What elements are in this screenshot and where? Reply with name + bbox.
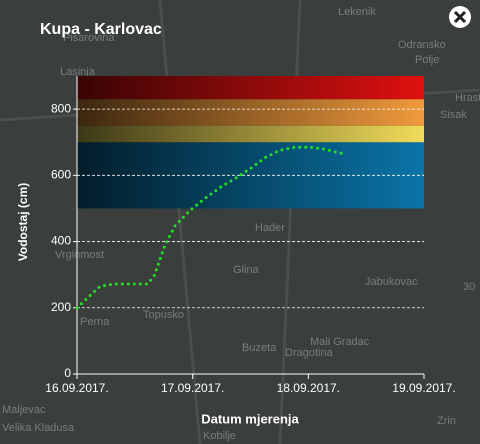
x-tick-label: 19.09.2017. — [392, 381, 455, 395]
x-tick-label: 18.09.2017. — [277, 381, 340, 395]
map-label: Pisarovina — [63, 32, 115, 44]
map-label: 30 — [463, 281, 475, 293]
y-tick-label: 400 — [51, 234, 71, 248]
map-label: Velika Kladusa — [2, 422, 75, 434]
y-axis-label: Vodostaj (cm) — [16, 183, 30, 261]
data-line — [75, 145, 344, 310]
band-shade — [77, 76, 424, 209]
map-label: Topusko — [143, 309, 184, 321]
x-axis-label: Datum mjerenja — [201, 411, 299, 426]
map-label: Glina — [233, 264, 260, 276]
map-label: Hrast — [455, 92, 480, 104]
x-tick-label: 17.09.2017. — [161, 381, 224, 395]
plot: 0 200 400 600 800 16.09.2017. 17.09.2017. 18.09… — [45, 76, 456, 395]
map-labels: Lekenik Odransko Polje Pisarovina Lasinja Sis… — [2, 6, 480, 442]
map-label: Mali Gradac — [310, 336, 370, 348]
map-label: Zrin — [437, 415, 456, 427]
y-tick-label: 600 — [51, 168, 71, 182]
map-label: Perna — [80, 316, 110, 328]
map-label: Vrginmost — [55, 249, 104, 261]
map-label: Lekenik — [338, 6, 376, 18]
popup-title: Kupa - Karlovac — [40, 21, 162, 38]
map-label: Polje — [415, 54, 439, 66]
map-label: Sisak — [440, 109, 467, 121]
x-tick-label: 16.09.2017. — [45, 381, 108, 395]
close-button[interactable] — [449, 6, 471, 28]
map-label: Maljevac — [2, 404, 46, 416]
y-tick-label: 0 — [64, 366, 71, 380]
y-tick-label: 800 — [51, 101, 71, 115]
map-label: Kobilje — [203, 430, 236, 442]
map-label: Hader — [255, 222, 285, 234]
map-label: Jabukovac — [365, 276, 418, 288]
map-label: Dragotina — [285, 347, 334, 359]
map-label: Lasinja — [60, 66, 96, 78]
map-label: Buzeta — [242, 342, 277, 354]
y-tick-label: 200 — [51, 300, 71, 314]
map-label: Odransko — [398, 39, 446, 51]
